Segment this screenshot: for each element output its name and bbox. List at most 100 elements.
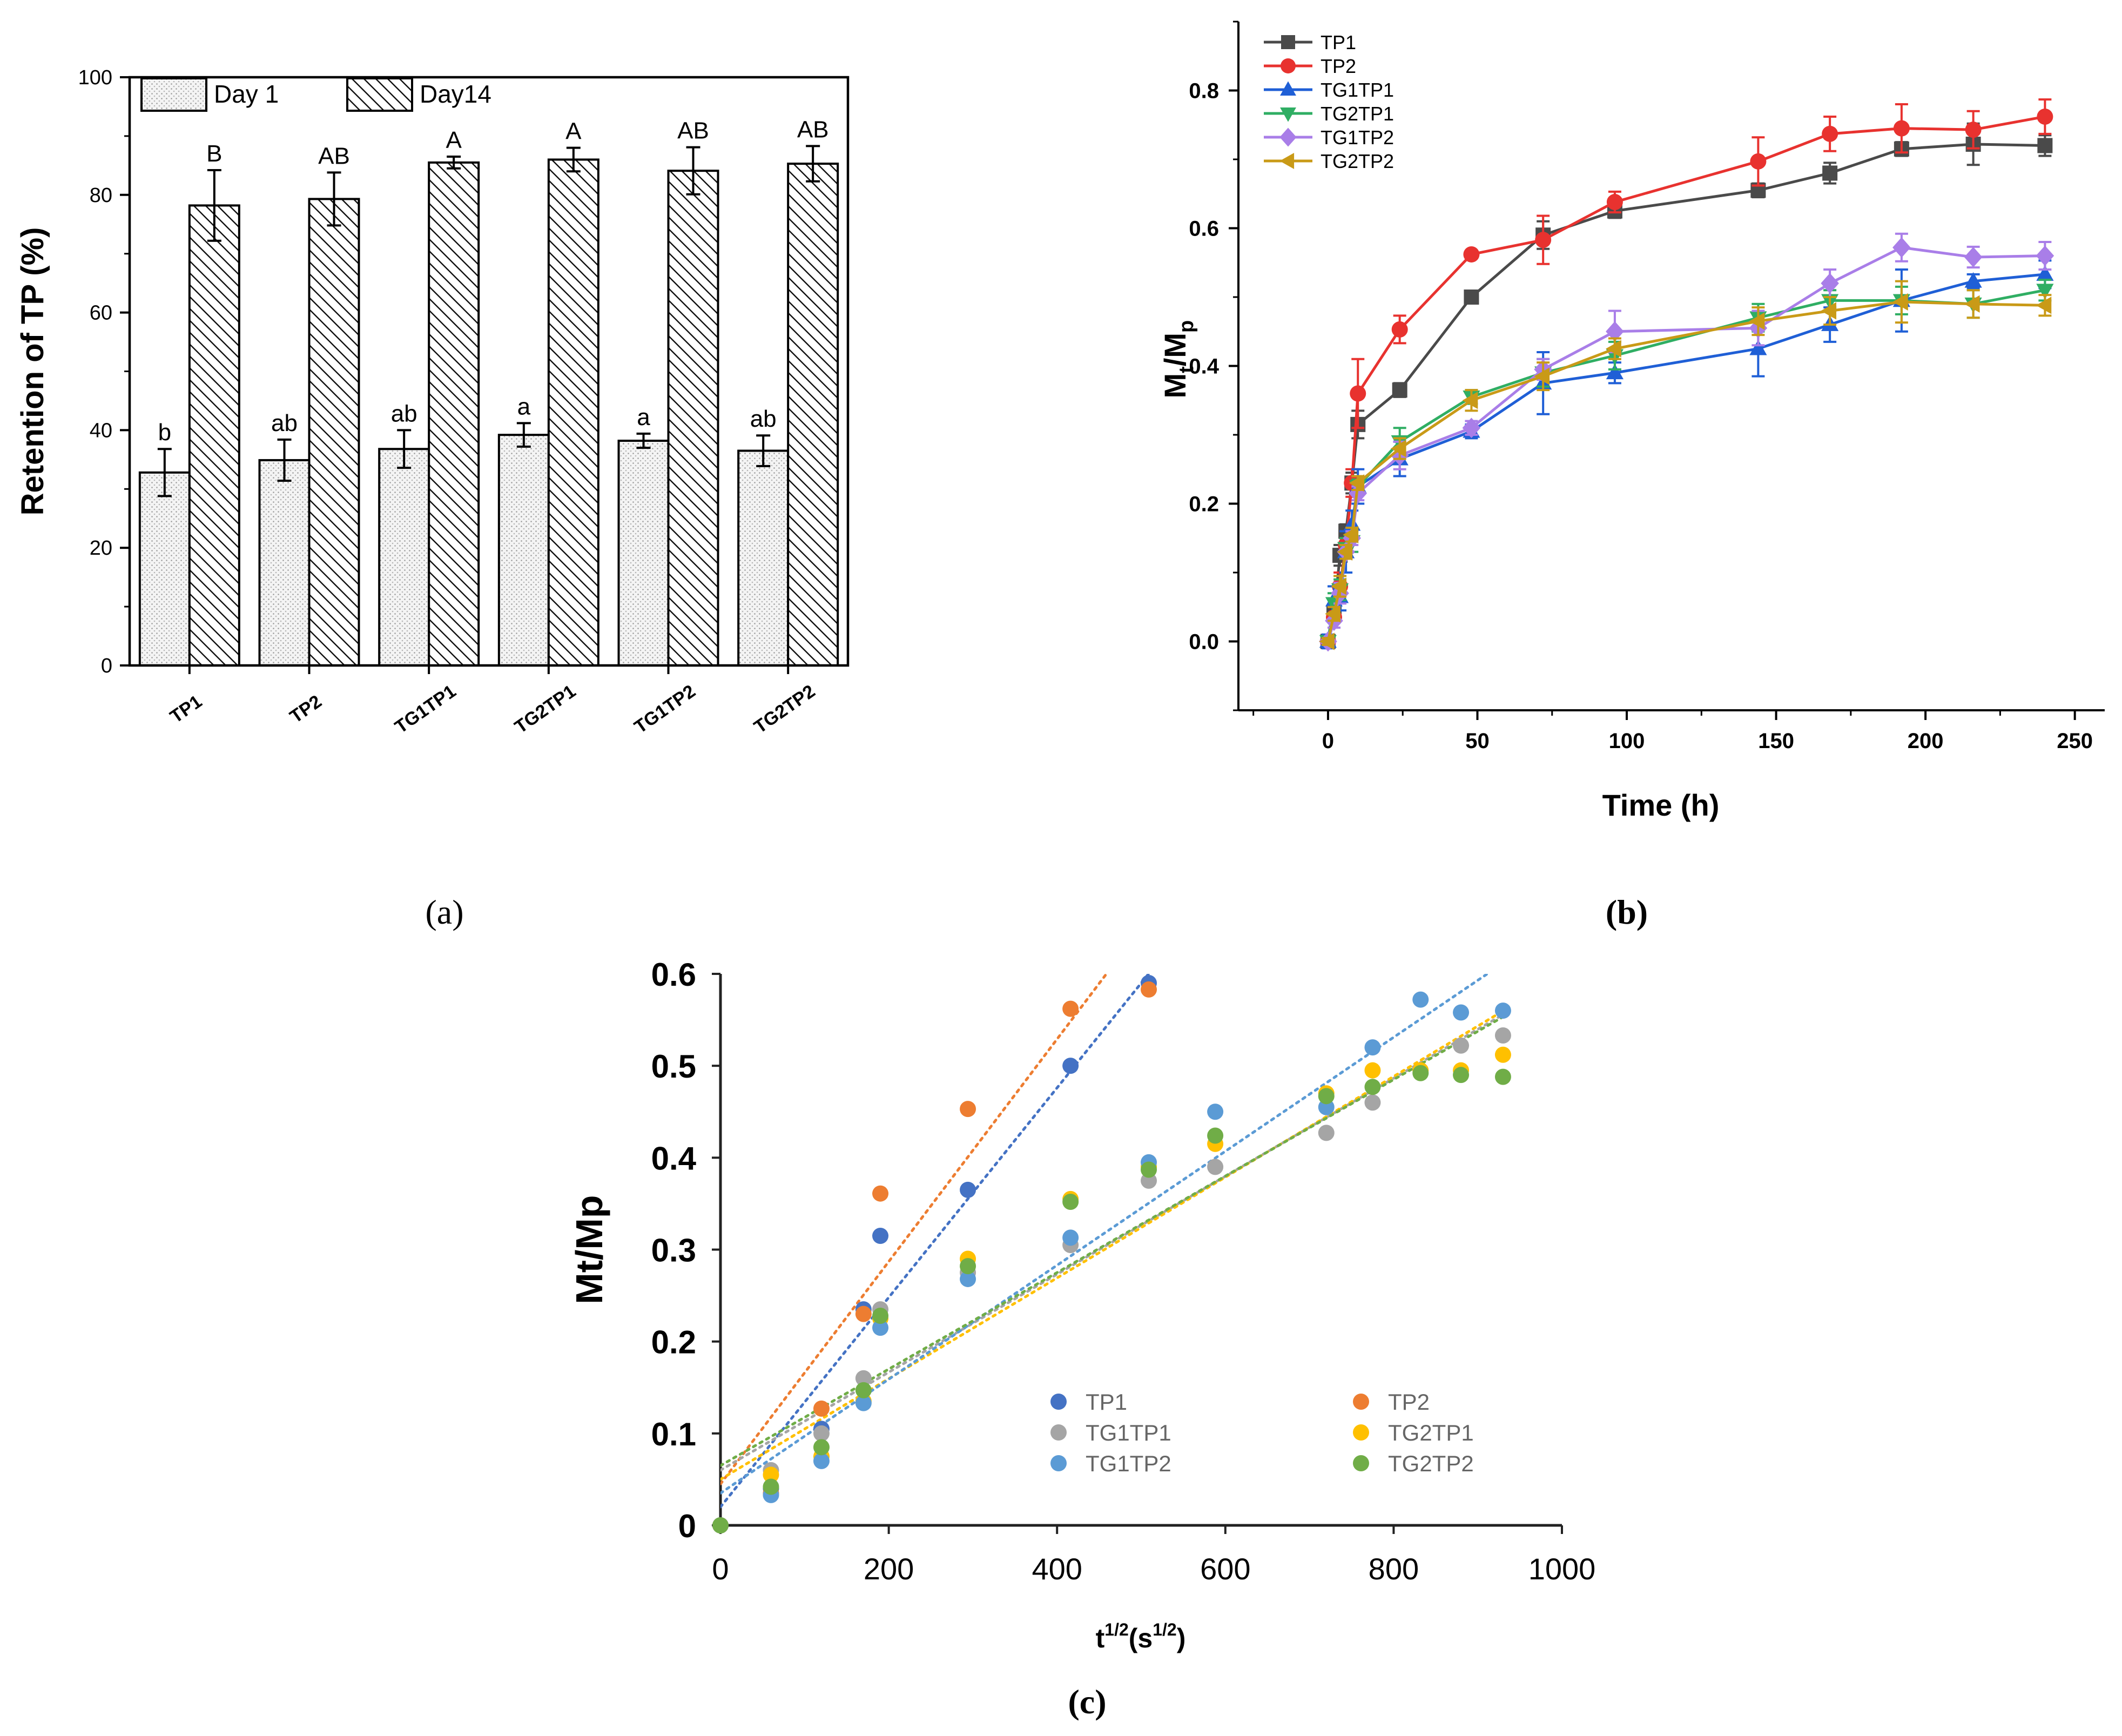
- legend-label: TG2TP2: [1321, 150, 1394, 172]
- legend-label: TP1: [1321, 31, 1356, 53]
- y-tick-label: 0.2: [1189, 493, 1219, 516]
- data-point: [813, 1425, 830, 1442]
- legend-label: TP1: [1086, 1389, 1127, 1415]
- data-point: [763, 1478, 779, 1495]
- bar: [667, 170, 719, 667]
- data-point: [2037, 108, 2053, 125]
- data-point: [1893, 120, 1910, 137]
- bar: [497, 434, 550, 667]
- legend-label: TG1TP2: [1086, 1451, 1171, 1476]
- data-point: [1392, 382, 1407, 398]
- data-point: [1412, 991, 1429, 1008]
- panel-c: 0 0.1 0.2 0.3 0.4 0.5 0.6 0 200 400 600 800 1000 Mt/M…: [568, 957, 1596, 1721]
- bar: [138, 471, 191, 667]
- y-tick-label: 0.6: [1189, 217, 1219, 241]
- panel-a: b B TP1 ab AB TP2 ab A TG1TP1 a A TG2TP1 a AB TG1TP2 ab…: [15, 66, 850, 931]
- panel-label-a: (a): [425, 893, 463, 931]
- series-tg1tp2: [1319, 232, 2054, 652]
- data-point: [1534, 367, 1550, 385]
- y-tick-label: 40: [90, 419, 112, 442]
- y-tick-label: 60: [90, 302, 112, 325]
- data-point: [1141, 981, 1157, 998]
- data-point: [1822, 165, 1838, 181]
- y-tick-label: 0.5: [651, 1048, 696, 1085]
- significance-letter: B: [206, 140, 222, 167]
- data-point: [1606, 321, 1624, 342]
- data-point: [872, 1308, 889, 1324]
- significance-letter: AB: [318, 143, 350, 169]
- data-point: [1318, 1088, 1335, 1105]
- data-point: [1462, 392, 1478, 409]
- data-point: [1319, 633, 1335, 650]
- y-tick-label: 0.0: [1189, 630, 1219, 654]
- data-point: [872, 1227, 889, 1244]
- data-point: [1364, 1079, 1381, 1095]
- series-tg1tp1: [1319, 259, 2054, 650]
- data-point: [2036, 245, 2054, 266]
- data-point: [1062, 1194, 1079, 1210]
- data-point: [1964, 272, 1982, 288]
- data-point: [1349, 474, 1365, 492]
- legend-swatch: [140, 77, 207, 112]
- legend-label: Day14: [420, 80, 491, 108]
- data-point: [1062, 1058, 1079, 1074]
- data-point: [1494, 1002, 1511, 1019]
- data-point: [1350, 385, 1366, 402]
- series-line: [1326, 115, 2045, 642]
- trendline: [720, 974, 1150, 1509]
- legend-marker: [1280, 81, 1296, 96]
- x-tick-label: 600: [1200, 1552, 1250, 1586]
- x-tick-label: 50: [1465, 729, 1490, 753]
- data-point: [1463, 246, 1480, 263]
- legend-marker: [1050, 1394, 1067, 1410]
- series-tp2: [1319, 98, 2053, 650]
- data-point: [1749, 312, 1765, 330]
- data-point: [872, 1185, 889, 1202]
- x-tick-label: 200: [864, 1552, 914, 1586]
- x-tick-label: TP1: [166, 691, 206, 728]
- legend-marker: [1279, 153, 1295, 169]
- legend-label: TP2: [1321, 55, 1356, 77]
- data-point: [1964, 295, 1980, 313]
- y-tick-label: 0.1: [651, 1416, 696, 1452]
- data-point: [1412, 1065, 1429, 1081]
- data-point: [1535, 232, 1552, 248]
- significance-letter: ab: [271, 410, 298, 436]
- data-point: [1391, 321, 1408, 338]
- x-axis-title: t1/2(s1/2): [1096, 1620, 1186, 1653]
- data-point: [1453, 1004, 1470, 1021]
- data-point: [1749, 339, 1767, 355]
- x-axis-title: Time (h): [1602, 788, 1720, 822]
- data-point: [1494, 1027, 1511, 1044]
- legend-label: TG2TP1: [1388, 1420, 1474, 1445]
- data-point: [960, 1101, 976, 1118]
- data-point: [1062, 1000, 1079, 1017]
- x-tick-label: 1000: [1528, 1552, 1596, 1586]
- data-point: [1207, 1127, 1224, 1144]
- y-tick-label: 0: [678, 1508, 696, 1544]
- data-point: [1606, 340, 1621, 358]
- data-point: [1062, 1229, 1079, 1246]
- legend-label: TG1TP1: [1321, 79, 1394, 101]
- data-point: [1822, 125, 1838, 142]
- legend-label: TG2TP1: [1321, 103, 1394, 125]
- series-line: [1326, 143, 2045, 642]
- bar: [737, 449, 790, 667]
- data-point: [1462, 418, 1481, 439]
- data-point: [1892, 237, 1911, 258]
- data-point: [960, 1181, 976, 1198]
- x-tick-label: TG2TP1: [511, 681, 580, 738]
- data-point: [1207, 1159, 1224, 1175]
- bar: [378, 448, 430, 667]
- x-tick-label: 200: [1908, 729, 1944, 753]
- data-point: [1964, 247, 1983, 267]
- data-point: [855, 1395, 872, 1411]
- significance-letter: ab: [750, 406, 777, 432]
- y-tick-label: 0.6: [651, 957, 696, 993]
- x-tick-label: 400: [1032, 1552, 1082, 1586]
- legend: Day 1 Day14: [140, 77, 491, 112]
- panel-b: 0.0 0.2 0.4 0.6 0.8 0 50 100 150 200 250 Time (h) Mt…: [1158, 21, 2105, 931]
- data-point: [1337, 543, 1353, 561]
